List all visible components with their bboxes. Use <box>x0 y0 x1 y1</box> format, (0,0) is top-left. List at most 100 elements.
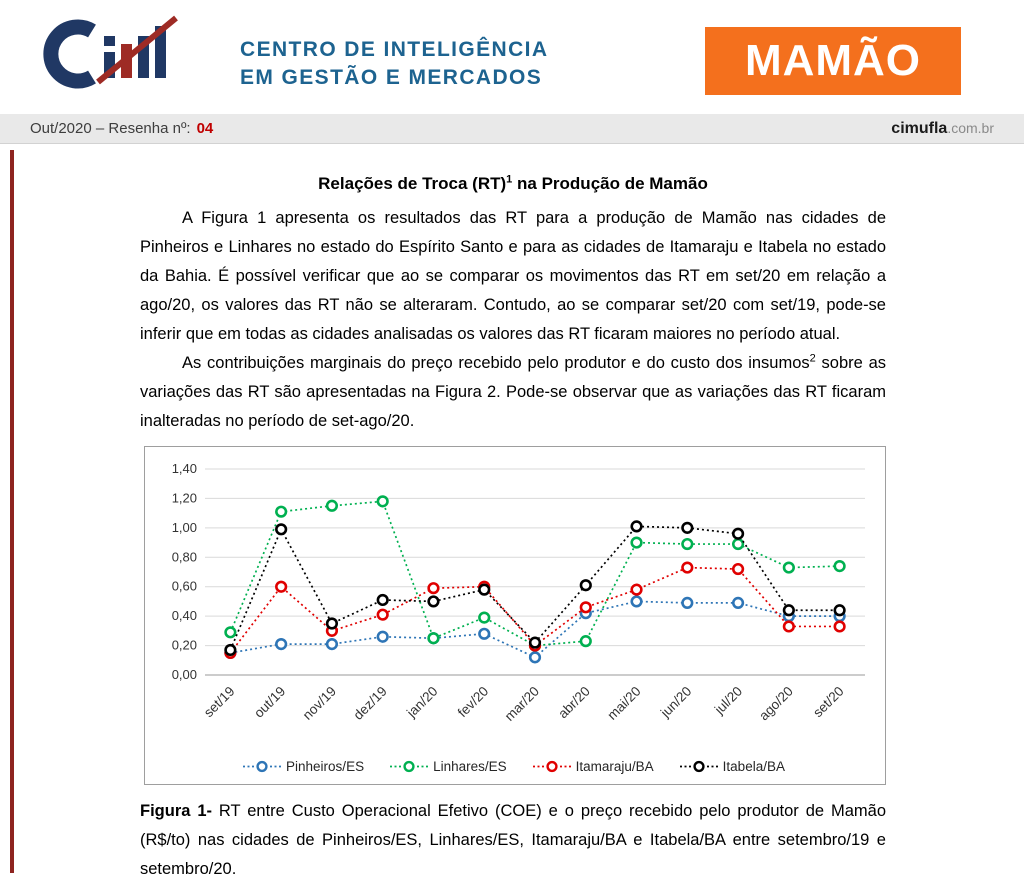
data-point <box>275 505 288 518</box>
title-text-2: na Produção de Mamão <box>512 174 708 193</box>
issue-label: Out/2020 – Resenha nº: <box>30 120 191 137</box>
data-point <box>681 537 694 551</box>
y-axis-label: 0,00 <box>172 667 197 682</box>
data-point <box>376 495 389 508</box>
article-body: Relações de Troca (RT)1 na Produção de M… <box>140 150 886 884</box>
org-name-line1: CENTRO DE INTELIGÊNCIA <box>240 38 549 61</box>
x-axis-label: dez/19 <box>351 684 390 723</box>
title-footnote-ref: 1 <box>506 173 513 186</box>
data-point <box>731 562 745 576</box>
data-point <box>630 536 643 549</box>
figure-1-chart: 0,00 0,20 0,40 0,60 0,80 1,00 1,20 1,40 set/19 ou… <box>144 446 886 785</box>
y-axis-label: 1,00 <box>172 520 197 535</box>
data-point <box>833 604 846 617</box>
footnote-ref-2: 2 <box>809 352 816 365</box>
series-line <box>229 525 840 651</box>
series-linhares-es <box>224 495 846 652</box>
data-point <box>275 523 288 536</box>
data-point <box>630 520 643 533</box>
data-point <box>224 643 237 657</box>
data-point <box>731 527 745 540</box>
meta-bar: Out/2020 – Resenha nº: 04 cimufla.com.br <box>0 114 1024 144</box>
y-axis-label: 0,40 <box>172 608 197 623</box>
legend-item-itabela-ba: Itabela/BA <box>679 759 785 774</box>
gridlines <box>205 468 865 676</box>
data-point <box>325 499 339 512</box>
x-axis-label: mar/20 <box>502 684 542 724</box>
y-axis-label: 0,80 <box>172 549 197 564</box>
data-point <box>630 595 643 608</box>
data-point <box>579 579 592 592</box>
series-line <box>229 500 840 647</box>
data-point <box>224 626 237 639</box>
x-axis-label: abr/20 <box>555 684 593 722</box>
issue-number: 04 <box>196 120 214 137</box>
y-axis-labels: 0,00 0,20 0,40 0,60 0,80 1,00 1,20 1,40 <box>172 461 197 682</box>
y-axis-label: 0,20 <box>172 638 197 653</box>
data-point <box>782 604 795 617</box>
paragraph-1: A Figura 1 apresenta os resultados das R… <box>140 209 886 343</box>
legend-marker-icon <box>243 760 282 772</box>
website-link[interactable]: cimufla.com.br <box>891 120 994 138</box>
data-point <box>376 593 389 607</box>
legend-label: Itamaraju/BA <box>575 758 654 774</box>
site-name[interactable]: cimufla <box>891 119 948 137</box>
x-axis-label: out/19 <box>251 684 288 721</box>
data-point <box>427 582 440 595</box>
data-point <box>681 596 694 609</box>
x-axis-label: set/20 <box>810 684 847 721</box>
cim-logo <box>32 14 222 99</box>
chart-legend: Pinheiros/ES Linhares/ES Itamaraju/BA Itabe… <box>151 752 877 780</box>
data-point <box>376 630 389 643</box>
x-axis-label: set/19 <box>201 684 238 721</box>
data-point <box>681 521 694 534</box>
x-axis-label: jul/20 <box>711 684 745 718</box>
x-axis-label: fev/20 <box>455 684 492 721</box>
caption-label: Figura 1- <box>140 802 213 820</box>
legend-item-linhares-es: Linhares/ES <box>390 759 507 774</box>
series-pinheiros-es <box>224 595 846 664</box>
y-axis-label: 1,20 <box>172 490 197 505</box>
paragraph-2: As contribuições marginais do preço rece… <box>140 349 886 436</box>
legend-item-itamaraju-ba: Itamaraju/BA <box>532 758 654 774</box>
legend-marker-icon <box>390 760 429 772</box>
issue-info: Out/2020 – Resenha nº: 04 <box>30 120 213 137</box>
org-name-line2: EM GESTÃO E MERCADOS <box>240 66 543 89</box>
data-point <box>376 608 389 621</box>
product-badge: MAMÃO <box>705 27 961 95</box>
x-axis-labels: set/19 out/19 nov/19 dez/19 jan/20 fev/20 mar/… <box>201 684 847 724</box>
legend-marker-icon <box>532 760 571 772</box>
figure-1-plot: 0,00 0,20 0,40 0,60 0,80 1,00 1,20 1,40 set/19 ou… <box>172 461 865 724</box>
data-point <box>579 601 592 614</box>
data-point <box>833 560 846 573</box>
data-point <box>275 580 288 593</box>
data-point <box>478 611 491 624</box>
data-point <box>782 620 795 633</box>
data-point <box>427 632 440 645</box>
site-domain[interactable]: .com.br <box>947 119 994 136</box>
data-point <box>731 596 745 609</box>
header: CENTRO DE INTELIGÊNCIA EM GESTÃO E MERCA… <box>0 0 1024 114</box>
data-point <box>681 561 694 574</box>
data-point <box>528 651 542 664</box>
data-point <box>579 635 592 648</box>
data-point <box>478 583 491 596</box>
data-point <box>478 627 491 640</box>
data-point <box>833 620 846 633</box>
y-axis-label: 1,40 <box>172 461 197 476</box>
title-text: Relações de Troca (RT) <box>318 174 507 193</box>
x-axis-label: jan/20 <box>403 684 440 721</box>
paragraph-2-text: As contribuições marginais do preço rece… <box>182 354 810 372</box>
cim-logo-icon <box>43 15 178 89</box>
page-title: Relações de Troca (RT)1 na Produção de M… <box>140 174 886 194</box>
data-point <box>782 561 795 574</box>
legend-marker-icon <box>679 760 718 772</box>
left-accent-rule <box>10 150 14 873</box>
legend-item-pinheiros-es: Pinheiros/ES <box>243 759 364 774</box>
x-axis-label: ago/20 <box>756 684 796 724</box>
data-point <box>275 638 288 651</box>
data-point <box>325 617 339 630</box>
figure-1-caption: Figura 1- RT entre Custo Operacional Efe… <box>140 797 886 884</box>
data-point <box>427 595 440 608</box>
series-itabela-ba <box>224 520 846 657</box>
